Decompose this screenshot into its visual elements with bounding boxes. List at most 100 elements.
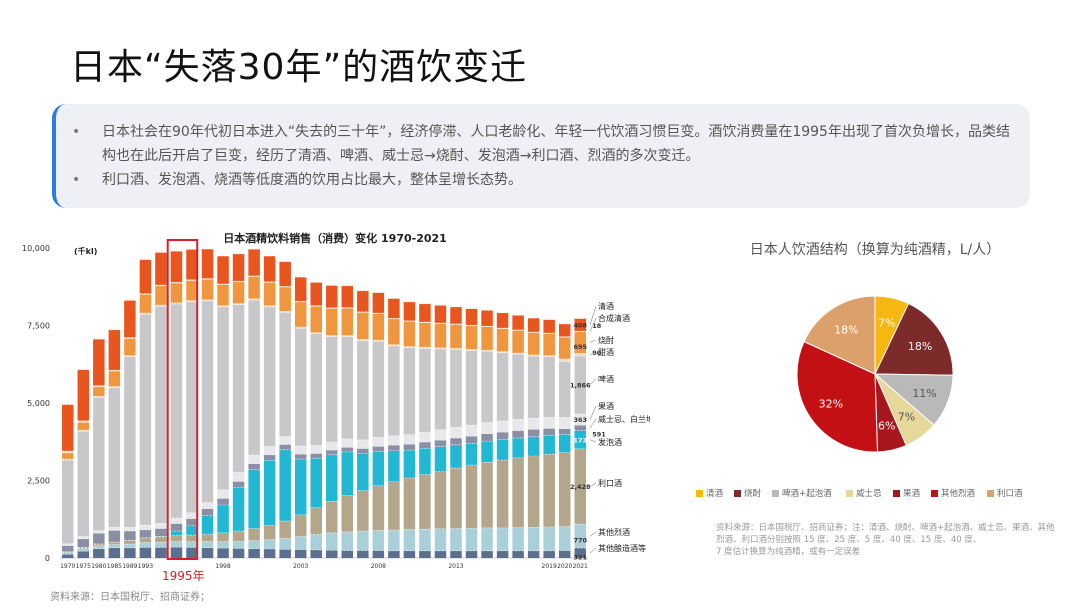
bar-segment xyxy=(512,419,524,431)
bar-segment xyxy=(232,481,245,488)
bar-segment xyxy=(465,425,478,437)
bar-segment xyxy=(419,529,431,551)
stacked-bar-chart: 日本酒精饮料销售（消费）变化 1970-2021 (千kl) 10,000 7,500… xyxy=(22,231,650,583)
series-connector-line xyxy=(62,413,586,545)
bar-segment xyxy=(62,554,74,558)
bar-segment xyxy=(248,300,260,456)
series-label-leader xyxy=(589,351,597,355)
bar-segment xyxy=(419,303,431,323)
bar-segment xyxy=(527,354,540,357)
bar-segment xyxy=(326,442,338,451)
bullet-dot-icon: • xyxy=(72,124,81,140)
bullet-item: • 日本社会在90年代初日本进入“失去的三十年”，经济停滞、人口老龄化、年轻一代… xyxy=(70,120,1010,168)
bar-segment xyxy=(434,528,447,551)
bar-segment xyxy=(124,531,136,541)
bar-segment xyxy=(388,345,400,436)
bar-segment xyxy=(170,302,183,305)
last-bar-value-label: 18 xyxy=(592,322,602,330)
bar-segment xyxy=(512,354,524,420)
last-bar-value-label: 770 xyxy=(573,537,587,545)
bar-segment xyxy=(496,527,509,551)
bar-segment xyxy=(139,529,152,538)
bar-segment xyxy=(527,356,540,419)
x-tick-label: 1980 xyxy=(91,563,106,570)
bar-segment xyxy=(450,438,462,445)
bar-segment xyxy=(450,324,462,349)
series-connector-line xyxy=(62,248,586,405)
bar-segment xyxy=(450,550,462,558)
bar-segment xyxy=(263,305,276,307)
last-bar-value-label: 408 xyxy=(573,321,587,329)
bar-segment xyxy=(93,386,105,397)
last-bar-value-label: 591 xyxy=(592,430,606,438)
bar-segment xyxy=(496,351,509,353)
bar-segment xyxy=(248,275,260,277)
legend-label: 其他烈酒 xyxy=(941,488,976,499)
bar-segment xyxy=(217,541,229,549)
bar-segment xyxy=(248,276,260,299)
bar-segment xyxy=(310,333,322,446)
bar-segment xyxy=(279,538,291,550)
bar-segment xyxy=(232,472,245,482)
bar-segment xyxy=(279,286,291,288)
bar-segment xyxy=(574,430,586,449)
bar-segment xyxy=(77,547,90,549)
bar-segment xyxy=(186,279,198,281)
bar-segment xyxy=(450,323,462,325)
bar-segment xyxy=(574,331,586,354)
bar-segment xyxy=(186,301,198,513)
bar-segment xyxy=(403,301,416,321)
bar-segment xyxy=(93,545,105,549)
bar-segment xyxy=(326,336,338,443)
bar-segment xyxy=(434,440,447,447)
bar-segment xyxy=(527,318,540,333)
bar-segment xyxy=(217,548,229,558)
series-label-leader xyxy=(589,405,597,420)
bar-segment xyxy=(232,304,245,473)
last-bar-value-label: 695 xyxy=(573,343,587,351)
bar-segment xyxy=(248,540,260,549)
bar-segment xyxy=(124,338,136,356)
pie-source-line: 烈酒、利口酒分别按照 15 度、25 度、5 度、40 度、15 度、40 度、 xyxy=(716,534,981,545)
bar-segment xyxy=(310,458,322,508)
bar-segment xyxy=(294,536,307,550)
bar-segment xyxy=(310,332,322,334)
bar-segment xyxy=(543,355,555,357)
bar-segment xyxy=(419,550,431,558)
pie-source-line: 7 度估计换算为纯酒精，或有一定误差 xyxy=(716,546,860,557)
pie-chart-panel: 日本人饮酒结构（换算为纯酒精，L/人） 7% 18% 11% 7% 6% 32% 18% 清酒烧… xyxy=(690,230,1080,570)
x-tick-label: 2021 xyxy=(573,563,588,570)
bar-segment xyxy=(263,446,276,455)
bar-segment xyxy=(496,352,509,421)
bar-segment xyxy=(263,525,276,540)
series-label-leader xyxy=(589,531,597,537)
bar-segment xyxy=(139,537,152,543)
bar-segment xyxy=(232,548,245,558)
bar-segment xyxy=(450,348,462,350)
bar-segment xyxy=(574,356,586,414)
bar-segment xyxy=(574,548,586,558)
bar-segment xyxy=(481,441,493,463)
bar-segment xyxy=(558,452,571,527)
bar-segment xyxy=(201,502,214,509)
bar-segment xyxy=(558,417,571,429)
bar-segment xyxy=(388,450,400,482)
bar-segment xyxy=(155,252,167,286)
x-tick-label: 1985 xyxy=(107,563,122,570)
bar-segment xyxy=(77,431,90,537)
pie-source-line: 资料来源：日本国税厅、招商证券；注：清酒、烧酎、啤酒+起泡酒、威士忌、果酒、其他 xyxy=(716,522,1055,533)
bar-segment xyxy=(279,261,291,287)
bar-segment xyxy=(108,329,121,371)
bar-segment xyxy=(558,358,571,362)
bar-segment xyxy=(77,420,90,423)
bar-segment xyxy=(465,436,478,444)
bar-segment xyxy=(512,353,524,355)
pie-slice-label: 18% xyxy=(908,340,932,353)
x-tick-label: 1970 xyxy=(60,563,75,570)
bar-segment xyxy=(279,444,291,450)
bar-segment xyxy=(341,531,354,551)
bar-segment xyxy=(341,550,354,558)
bar-segment xyxy=(496,439,509,461)
bar-segment xyxy=(434,323,447,348)
bar-segment xyxy=(512,430,524,439)
